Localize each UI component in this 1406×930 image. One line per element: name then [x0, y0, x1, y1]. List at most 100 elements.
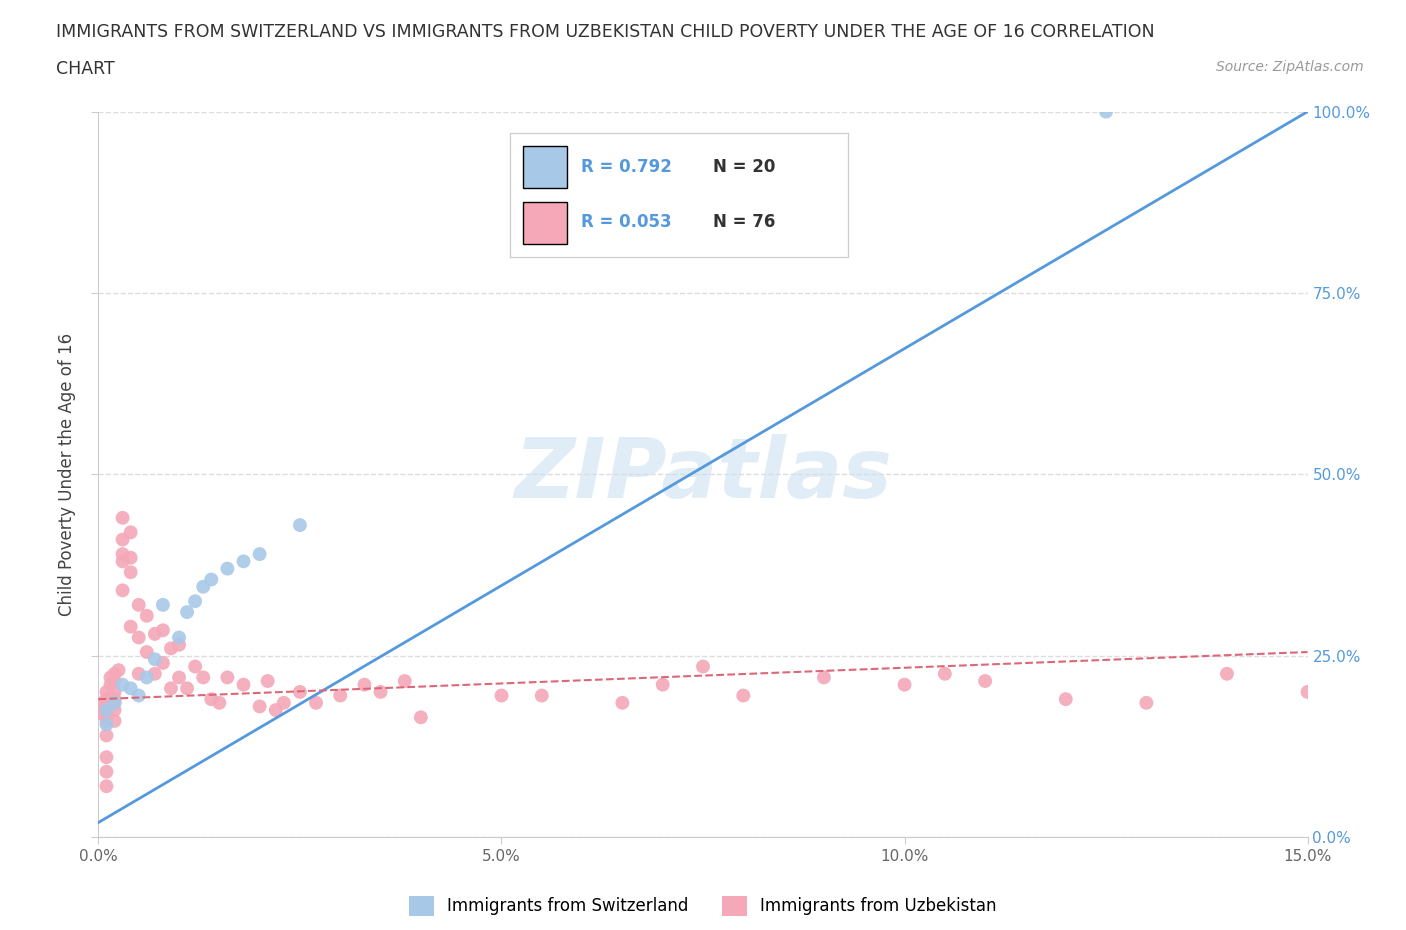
Y-axis label: Child Poverty Under the Age of 16: Child Poverty Under the Age of 16 — [58, 333, 76, 616]
Point — [111, 532, 134, 547]
Point — [152, 623, 174, 638]
Point — [167, 631, 190, 645]
Point — [128, 597, 150, 612]
Point — [167, 670, 190, 684]
Point — [1296, 684, 1319, 699]
Point — [143, 666, 166, 681]
Point — [135, 670, 157, 684]
Point — [184, 659, 207, 674]
Point — [96, 713, 118, 728]
Point — [249, 547, 271, 562]
Point — [128, 688, 150, 703]
Point — [143, 652, 166, 667]
Text: CHART: CHART — [56, 60, 115, 78]
Text: ZIPatlas: ZIPatlas — [515, 433, 891, 515]
Legend: Immigrants from Switzerland, Immigrants from Uzbekistan: Immigrants from Switzerland, Immigrants … — [402, 889, 1004, 923]
Point — [273, 696, 295, 711]
Point — [103, 696, 125, 711]
Text: Source: ZipAtlas.com: Source: ZipAtlas.com — [1216, 60, 1364, 74]
Point — [394, 673, 416, 688]
Point — [103, 703, 125, 718]
Point — [232, 554, 254, 569]
Point — [96, 692, 118, 707]
Point — [772, 192, 794, 206]
Point — [288, 518, 311, 533]
Point — [217, 561, 239, 576]
Point — [111, 554, 134, 569]
Point — [103, 673, 125, 688]
Point — [491, 688, 513, 703]
Point — [100, 677, 122, 692]
Point — [100, 670, 122, 684]
Point — [111, 547, 134, 562]
Point — [135, 644, 157, 659]
Point — [120, 551, 142, 565]
Point — [200, 692, 222, 707]
Point — [103, 666, 125, 681]
Point — [217, 670, 239, 684]
Point — [264, 703, 287, 718]
Point — [1135, 696, 1157, 711]
Point — [103, 684, 125, 699]
Point — [305, 696, 328, 711]
Point — [96, 750, 118, 764]
Point — [160, 641, 183, 656]
Point — [120, 619, 142, 634]
Point — [160, 681, 183, 696]
Point — [96, 703, 118, 718]
Point — [1095, 104, 1118, 119]
Point — [107, 663, 129, 678]
Point — [111, 677, 134, 692]
Point — [288, 684, 311, 699]
Point — [353, 677, 375, 692]
Point — [111, 511, 134, 525]
Point — [200, 572, 222, 587]
Point — [370, 684, 392, 699]
Point — [96, 717, 118, 732]
Point — [152, 656, 174, 671]
Point — [530, 688, 553, 703]
Point — [120, 565, 142, 579]
Point — [692, 659, 714, 674]
Point — [193, 579, 215, 594]
Point — [934, 666, 956, 681]
Point — [813, 670, 835, 684]
Point — [193, 670, 215, 684]
Point — [733, 688, 755, 703]
Point — [120, 525, 142, 539]
Point — [96, 778, 118, 793]
Point — [91, 706, 114, 721]
Point — [128, 631, 150, 645]
Point — [232, 677, 254, 692]
Point — [143, 627, 166, 642]
Point — [96, 710, 118, 724]
Point — [208, 696, 231, 711]
Point — [974, 673, 997, 688]
Point — [329, 688, 352, 703]
Point — [96, 703, 118, 718]
Point — [103, 692, 125, 707]
Point — [176, 604, 198, 619]
Point — [409, 710, 432, 724]
Point — [91, 696, 114, 711]
Point — [135, 608, 157, 623]
Point — [96, 728, 118, 743]
Point — [1216, 666, 1239, 681]
Point — [249, 699, 271, 714]
Point — [96, 699, 118, 714]
Point — [167, 637, 190, 652]
Point — [651, 677, 673, 692]
Point — [1054, 692, 1077, 707]
Text: IMMIGRANTS FROM SWITZERLAND VS IMMIGRANTS FROM UZBEKISTAN CHILD POVERTY UNDER TH: IMMIGRANTS FROM SWITZERLAND VS IMMIGRANT… — [56, 23, 1154, 41]
Point — [184, 594, 207, 609]
Point — [96, 684, 118, 699]
Point — [96, 764, 118, 779]
Point — [893, 677, 915, 692]
Point — [176, 681, 198, 696]
Point — [152, 597, 174, 612]
Point — [612, 696, 634, 711]
Point — [256, 673, 278, 688]
Point — [111, 583, 134, 598]
Point — [120, 681, 142, 696]
Point — [128, 666, 150, 681]
